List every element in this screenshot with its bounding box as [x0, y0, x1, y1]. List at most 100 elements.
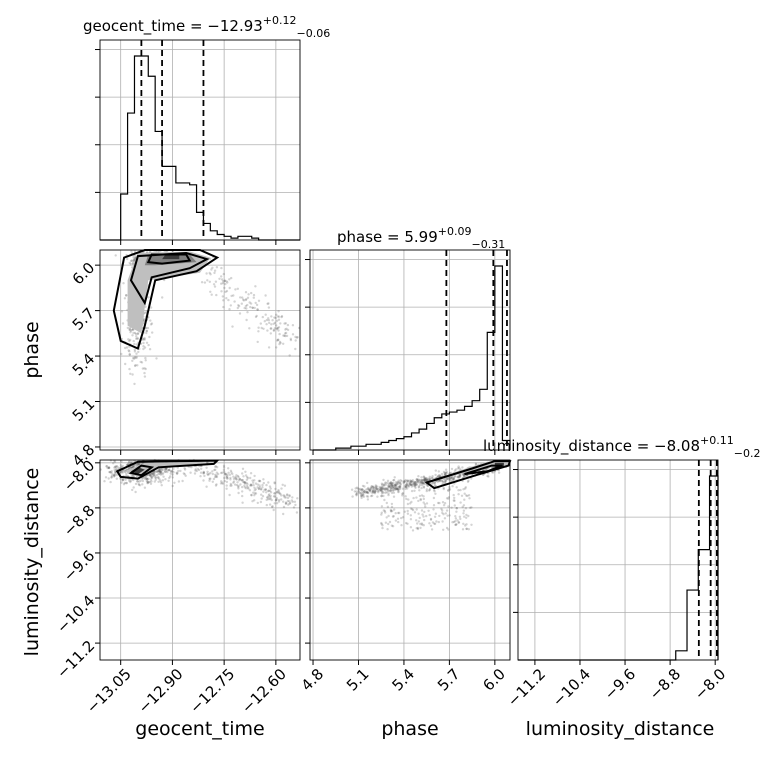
sample-point — [273, 316, 276, 319]
sample-point — [450, 476, 454, 479]
sample-point — [385, 488, 389, 491]
sample-point — [172, 471, 175, 474]
sample-point — [128, 339, 131, 343]
sample-point — [137, 483, 141, 487]
sample-point — [360, 494, 363, 497]
sample-point — [291, 496, 294, 499]
sample-point — [113, 460, 117, 463]
sample-point — [136, 480, 139, 483]
sample-point — [194, 469, 197, 472]
sample-point — [375, 488, 379, 491]
sample-point — [366, 491, 369, 494]
sample-point — [445, 497, 449, 500]
sample-point — [357, 488, 360, 491]
sample-point — [184, 474, 187, 477]
sample-point — [283, 494, 286, 497]
sample-point — [364, 491, 367, 494]
sample-point — [360, 495, 363, 498]
sample-point — [409, 481, 412, 485]
sample-point — [267, 481, 270, 484]
sample-point — [154, 478, 157, 481]
sample-point — [107, 477, 110, 480]
sample-point — [362, 489, 365, 492]
sample-point — [107, 466, 111, 469]
sample-point — [384, 511, 387, 514]
sample-point — [239, 296, 242, 299]
sample-point — [222, 464, 226, 467]
sample-point — [127, 461, 131, 464]
sample-point — [210, 293, 213, 296]
sample-point — [117, 466, 120, 469]
sample-point — [169, 475, 172, 478]
sample-point — [245, 478, 249, 481]
sample-point — [222, 468, 226, 472]
sample-point — [260, 493, 263, 496]
sample-point — [241, 478, 244, 482]
sample-point — [146, 480, 149, 483]
ytick-label: 5.4 — [69, 350, 99, 380]
sample-point — [413, 484, 417, 487]
sample-point — [443, 478, 447, 481]
sample-point — [360, 491, 363, 494]
sample-point — [457, 476, 461, 479]
sample-point — [429, 478, 432, 481]
sample-point — [228, 493, 231, 497]
sample-point — [169, 472, 172, 475]
sample-point — [155, 473, 159, 477]
sample-point — [252, 481, 255, 484]
grid-y — [310, 259, 510, 403]
sample-point — [291, 333, 295, 336]
sample-point — [132, 255, 135, 259]
sample-point — [400, 480, 403, 483]
sample-point — [214, 465, 217, 468]
sample-point — [388, 484, 391, 487]
sample-point — [411, 508, 415, 512]
sample-point — [159, 469, 162, 473]
sample-point — [356, 491, 359, 495]
sample-point — [452, 493, 455, 497]
sample-point — [152, 471, 155, 474]
sample-point — [211, 480, 214, 483]
sample-point — [382, 488, 385, 491]
sample-point — [401, 487, 404, 490]
sample-point — [136, 337, 139, 340]
sample-point — [268, 495, 271, 498]
sample-point — [132, 257, 136, 260]
sample-point — [382, 487, 385, 490]
sample-point — [108, 470, 111, 474]
sample-point — [115, 467, 118, 471]
sample-point — [257, 299, 261, 302]
sample-point — [375, 487, 379, 491]
sample-point — [160, 471, 163, 474]
contour-fill-inner — [162, 254, 180, 260]
sample-point — [225, 487, 228, 490]
sample-point — [409, 514, 412, 517]
sample-point — [359, 487, 362, 491]
sample-point — [228, 473, 232, 476]
sample-point — [179, 469, 182, 473]
sample-point — [295, 511, 299, 514]
sample-point — [122, 478, 125, 481]
title-geocent-time-sup: +0.12 — [263, 14, 297, 27]
sample-point — [380, 485, 384, 488]
sample-point — [243, 482, 247, 485]
sample-point — [268, 497, 271, 501]
title-geocent-time: geocent_time = −12.93+0.12−0.06 — [83, 14, 330, 40]
sample-point — [382, 494, 385, 498]
sample-point — [278, 332, 281, 336]
sample-point — [387, 522, 390, 526]
xtick-label: 5.7 — [434, 665, 464, 695]
sample-point — [146, 478, 149, 481]
sample-point — [270, 327, 273, 330]
sample-point — [130, 250, 133, 253]
sample-point — [379, 488, 382, 491]
sample-point — [267, 319, 271, 322]
sample-point — [464, 487, 467, 490]
sample-point — [142, 338, 145, 341]
sample-point — [190, 466, 193, 469]
sample-point — [113, 474, 116, 478]
sample-point — [452, 478, 455, 481]
sample-point — [405, 497, 408, 501]
sample-point — [113, 468, 116, 472]
sample-point — [419, 478, 422, 482]
